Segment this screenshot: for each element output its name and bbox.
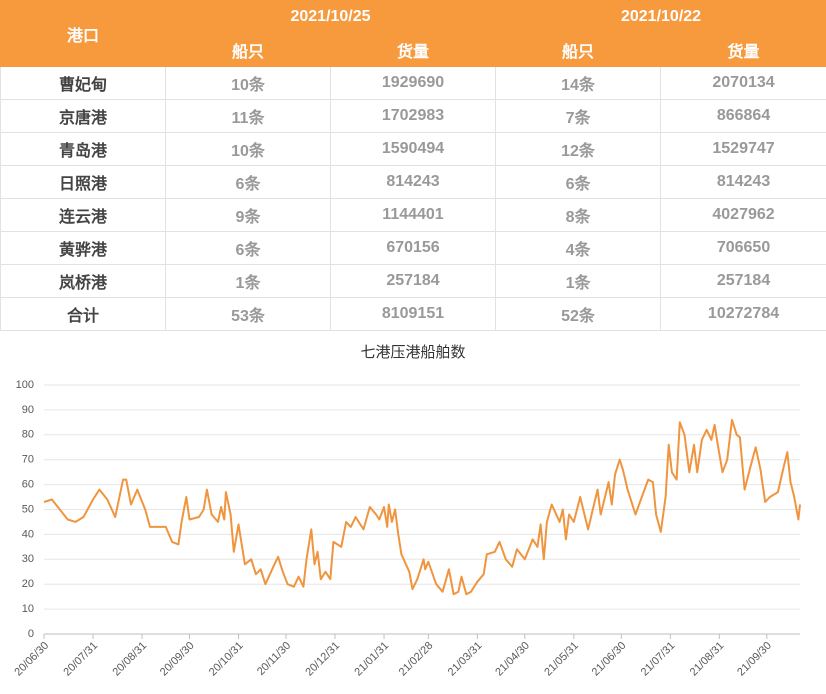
cell: 10条: [165, 66, 331, 100]
port-name: 岚桥港: [0, 264, 166, 298]
port-name: 日照港: [0, 165, 166, 199]
cell: 12条: [495, 132, 662, 166]
cell: 1702983: [329, 99, 497, 133]
cell: 866864: [660, 99, 826, 133]
cell: 11条: [165, 99, 331, 133]
x-tick-label: 20/10/31: [207, 640, 246, 679]
y-tick-label: 10: [22, 603, 34, 615]
x-tick-label: 21/02/28: [397, 640, 436, 679]
port-table: 港口 2021/10/25 2021/10/22 船只 货量 船只 货量 曹妃甸 10条…: [0, 0, 826, 331]
subheader: 船只: [495, 33, 662, 67]
table-row: 京唐港 11条 1702983 7条 866864: [0, 99, 826, 133]
y-tick-label: 90: [22, 404, 34, 416]
cell: 1529747: [660, 132, 826, 166]
x-tick-label: 21/01/31: [352, 640, 391, 679]
subheader: 货量: [329, 33, 497, 67]
cell: 9条: [165, 198, 331, 232]
port-name: 黄骅港: [0, 231, 166, 265]
subheader: 船只: [165, 33, 331, 67]
x-tick-label: 20/12/31: [303, 640, 342, 679]
y-tick-label: 50: [22, 503, 34, 515]
cell: 14条: [495, 66, 662, 100]
cell: 257184: [660, 264, 826, 298]
x-tick-label: 20/07/31: [61, 640, 100, 679]
y-tick-label: 80: [22, 429, 34, 441]
header-port: 港口: [0, 0, 166, 67]
cell: 10条: [165, 132, 331, 166]
cell: 7条: [495, 99, 662, 133]
x-tick-label: 21/07/31: [639, 640, 678, 679]
cell: 2070134: [660, 66, 826, 100]
x-tick-label: 21/08/31: [688, 640, 727, 679]
x-tick-label: 20/09/30: [158, 640, 197, 679]
x-tick-label: 21/06/30: [590, 640, 629, 679]
cell: 4条: [495, 231, 662, 265]
cell: 4027962: [660, 198, 826, 232]
cell: 814243: [660, 165, 826, 199]
y-tick-label: 30: [22, 553, 34, 565]
cell: 8109151: [329, 297, 497, 331]
cell: 706650: [660, 231, 826, 265]
port-name: 曹妃甸: [0, 66, 166, 100]
x-tick-label: 20/08/31: [110, 640, 149, 679]
y-tick-label: 60: [22, 479, 34, 491]
cell: 814243: [329, 165, 497, 199]
cell: 6条: [165, 231, 331, 265]
table-row: 黄骅港 6条 670156 4条 706650: [0, 231, 826, 265]
header-date: 2021/10/22: [495, 0, 826, 34]
cell: 1144401: [329, 198, 497, 232]
port-name: 合计: [0, 297, 166, 331]
table-row: 连云港 9条 1144401 8条 4027962: [0, 198, 826, 232]
cell: 257184: [329, 264, 497, 298]
port-name: 连云港: [0, 198, 166, 232]
y-tick-label: 100: [16, 379, 34, 391]
port-name: 青岛港: [0, 132, 166, 166]
cell: 10272784: [660, 297, 826, 331]
chart-title: 七港压港船舶数: [360, 344, 465, 361]
cell: 53条: [165, 297, 331, 331]
cell: 8条: [495, 198, 662, 232]
cell: 1590494: [329, 132, 497, 166]
y-tick-label: 70: [22, 454, 34, 466]
table-row: 日照港 6条 814243 6条 814243: [0, 165, 826, 199]
cell: 1条: [165, 264, 331, 298]
cell: 6条: [165, 165, 331, 199]
subheader: 货量: [660, 33, 826, 67]
chart: 七港压港船舶数 0 10 20 30 40 50 60 70 80 90 100 20/06/30 20…: [12, 344, 801, 679]
port-name: 京唐港: [0, 99, 166, 133]
x-tick-label: 21/03/31: [446, 640, 485, 679]
table-row: 曹妃甸 10条 1929690 14条 2070134: [0, 66, 826, 100]
table-row: 合计 53条 8109151 52条 10272784: [0, 297, 826, 331]
cell: 52条: [495, 297, 662, 331]
y-tick-label: 40: [22, 528, 34, 540]
y-tick-label: 0: [28, 628, 34, 640]
y-tick-label: 20: [22, 578, 34, 590]
x-tick-label: 20/11/30: [255, 640, 293, 678]
table-row: 青岛港 10条 1590494 12条 1529747: [0, 132, 826, 166]
x-tick-label: 21/04/30: [493, 640, 532, 679]
cell: 670156: [329, 231, 497, 265]
header-date: 2021/10/25: [164, 0, 497, 34]
data-line: [43, 418, 801, 596]
x-tick-label: 20/06/30: [12, 640, 51, 679]
x-tick-label: 21/05/31: [542, 640, 581, 679]
x-tick-label: 21/09/30: [735, 640, 774, 679]
table-row: 岚桥港 1条 257184 1条 257184: [0, 264, 826, 298]
cell: 1条: [495, 264, 662, 298]
cell: 1929690: [329, 66, 497, 100]
cell: 6条: [495, 165, 662, 199]
